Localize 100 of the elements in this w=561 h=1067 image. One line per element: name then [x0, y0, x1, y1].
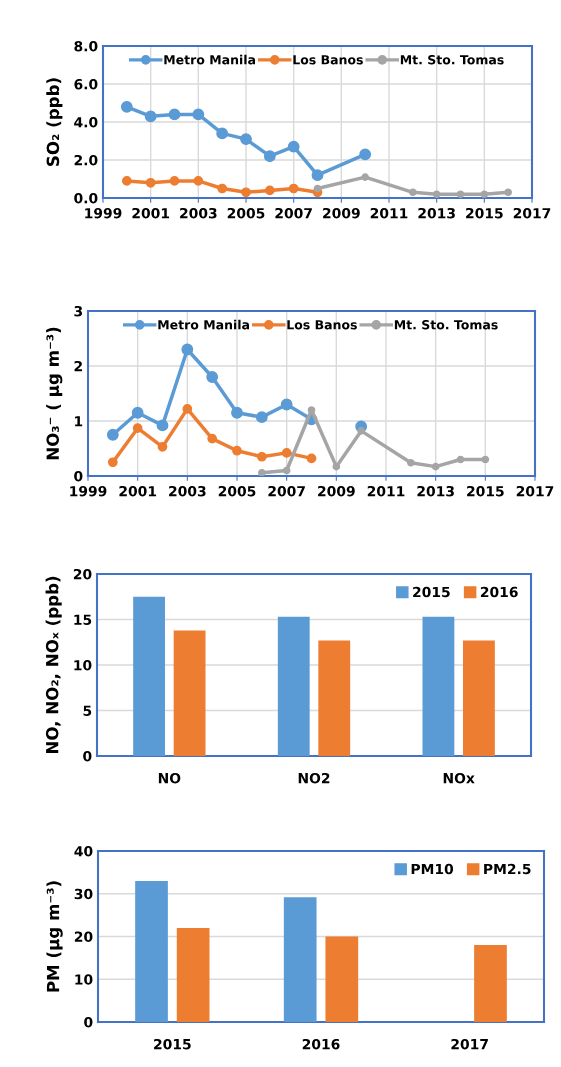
x-tick-label: 2009 [318, 485, 355, 497]
point [258, 468, 266, 476]
point [481, 455, 490, 464]
point [359, 148, 372, 161]
point [181, 343, 194, 356]
y-tick-label: 8.0 [74, 40, 98, 52]
x-tick-label: 2009 [323, 207, 360, 219]
x-tick-label: 2011 [367, 485, 405, 497]
point [169, 176, 180, 186]
y-tick-label: 10 [75, 974, 93, 985]
x-tick-label: 2005 [227, 207, 265, 219]
x-tick-label: 1999 [70, 485, 107, 497]
point [157, 441, 168, 452]
point [313, 184, 322, 193]
point [192, 108, 205, 121]
point [307, 406, 316, 414]
bar [133, 596, 165, 756]
x-tick-label: 2015 [154, 1038, 191, 1050]
y-tick-label: 2.0 [74, 154, 98, 166]
point [456, 455, 465, 464]
legend-label: PM2.5 [484, 863, 531, 875]
point [281, 448, 292, 458]
bar [277, 616, 310, 756]
point [207, 433, 218, 444]
point [216, 127, 229, 140]
point [306, 453, 317, 464]
point [288, 183, 299, 194]
x-tick-label: 1999 [85, 207, 122, 219]
legend-label: PM10 [411, 863, 454, 875]
point [255, 411, 268, 424]
legend-label: Mt. Sto. Tomas [400, 54, 504, 65]
point [231, 406, 243, 419]
x-tick-label: 2016 [302, 1038, 340, 1050]
legend-label: 2015 [413, 586, 450, 598]
x-tick-label: 2007 [275, 207, 312, 219]
x-tick-label: 2015 [467, 485, 504, 497]
x-tick-label: 2011 [370, 207, 408, 219]
bar [173, 630, 206, 756]
point [287, 140, 300, 153]
point [240, 133, 252, 146]
bar [283, 897, 317, 1022]
y-tick-label: 20 [74, 931, 93, 942]
point [407, 458, 415, 467]
y-tick-label: 20 [73, 568, 92, 580]
point [217, 183, 228, 194]
x-tick-label: 2017 [451, 1038, 488, 1050]
point [206, 371, 219, 383]
y-tick-label: 0 [83, 750, 92, 762]
y-axis-title: PM (µg m⁻³) [46, 881, 63, 992]
y-tick-label: 6.0 [74, 78, 98, 90]
y-tick-label: 30 [74, 888, 93, 900]
y-tick-label: 0 [74, 470, 83, 482]
x-tick-label: 2015 [466, 207, 503, 219]
point [332, 462, 341, 471]
x-tick-label: 2001 [119, 485, 157, 497]
legend-label: Los Banos [287, 320, 357, 330]
point [504, 188, 512, 197]
point [256, 451, 267, 462]
legend-label: 2016 [480, 586, 518, 598]
x-tick-label: NOx [443, 772, 475, 784]
y-tick-label: 1 [75, 416, 83, 427]
x-tick-label: 2003 [180, 207, 217, 219]
point [280, 398, 293, 411]
y-axis-title: SO₂ (ppb) [46, 78, 63, 166]
legend-label: Metro Manila [158, 319, 250, 330]
y-tick-label: 10 [74, 659, 92, 671]
x-tick-label: 2005 [218, 485, 256, 497]
point [132, 423, 143, 434]
point [156, 419, 169, 432]
point [357, 427, 365, 435]
y-tick-label: 3 [74, 305, 83, 317]
y-axis-title: NO, NO₂, NOₓ (ppb) [45, 576, 62, 754]
point [264, 185, 275, 196]
x-tick-label: 2017 [516, 485, 554, 497]
x-tick-label: NO [158, 772, 181, 784]
point [168, 108, 181, 121]
point [431, 462, 440, 471]
point [311, 169, 324, 182]
y-axis-title: NO₃⁻ ( µg m⁻³) [46, 327, 63, 460]
legend-label: Los Banos [293, 55, 363, 65]
x-tick-label: 2001 [132, 207, 170, 219]
bar [422, 616, 455, 756]
point [182, 404, 193, 414]
bar [176, 927, 210, 1022]
y-tick-label: 0.0 [74, 192, 98, 204]
bar [325, 936, 359, 1022]
point [144, 110, 157, 123]
point [282, 466, 291, 475]
bar [135, 880, 168, 1022]
point [232, 445, 242, 456]
x-tick-label: 2013 [417, 485, 454, 497]
point [409, 188, 417, 197]
legend-label: Metro Manila [164, 54, 256, 65]
point [263, 150, 276, 163]
point [456, 190, 465, 198]
x-tick-label: 2003 [169, 485, 206, 497]
y-tick-label: 2 [74, 360, 82, 372]
y-tick-label: 15 [74, 614, 92, 625]
bar [318, 640, 351, 756]
point [241, 187, 251, 198]
